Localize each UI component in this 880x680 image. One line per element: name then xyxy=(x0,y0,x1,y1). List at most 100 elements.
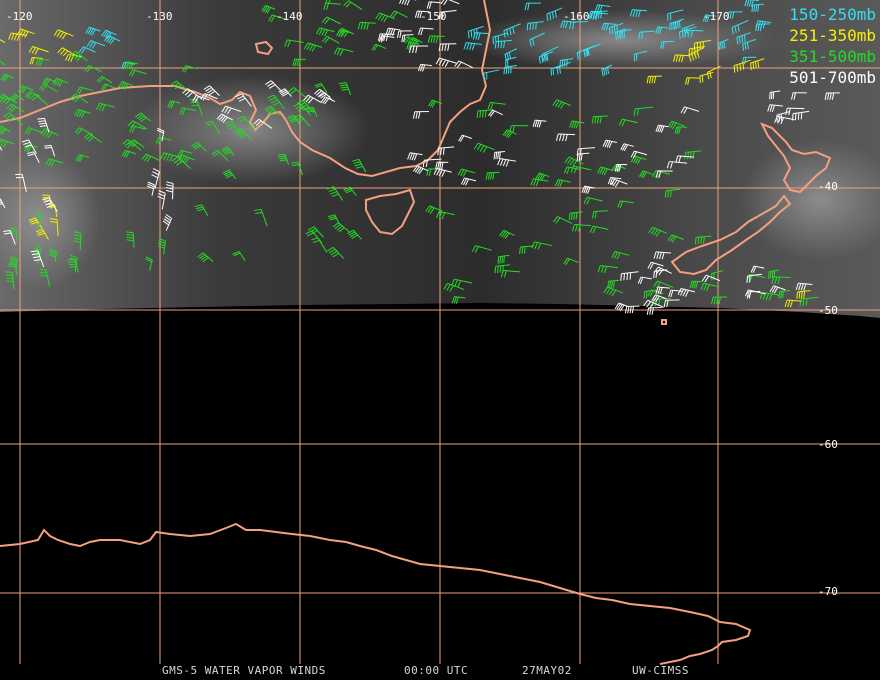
wind-barb xyxy=(668,289,683,298)
wind-barb xyxy=(524,2,541,11)
wind-barb xyxy=(433,167,452,177)
wind-barb xyxy=(203,85,220,97)
wind-barb xyxy=(182,65,198,73)
wind-barb xyxy=(620,271,639,281)
wind-barb xyxy=(357,21,376,30)
wind-barb xyxy=(118,81,134,90)
wind-barb xyxy=(375,12,395,23)
wind-barb xyxy=(29,57,43,65)
wind-barb xyxy=(646,75,662,84)
wind-barb xyxy=(694,235,712,245)
wind-barb xyxy=(73,231,82,251)
wind-barb xyxy=(647,261,664,270)
wind-barb xyxy=(673,18,684,30)
wind-barb xyxy=(487,101,506,110)
wind-barb xyxy=(69,93,88,104)
coastline xyxy=(661,319,667,325)
wind-barb xyxy=(337,27,355,38)
wind-barb xyxy=(126,231,135,248)
wind-barb xyxy=(304,42,323,52)
wind-barb xyxy=(796,290,811,299)
wind-barb xyxy=(233,127,253,140)
wind-barb xyxy=(535,172,550,182)
wind-barb xyxy=(121,149,137,158)
wind-barb xyxy=(443,282,465,292)
wind-barb xyxy=(451,296,466,304)
product-name: GMS-5 WATER VAPOR WINDS xyxy=(162,664,326,677)
coastline xyxy=(0,522,752,665)
wind-barb xyxy=(711,296,727,305)
wind-barb xyxy=(576,152,590,161)
wind-barb xyxy=(750,265,765,273)
wind-barb xyxy=(6,103,25,113)
wind-barb xyxy=(435,211,455,220)
wind-barb xyxy=(316,27,335,37)
wind-barb xyxy=(120,61,136,70)
wind-barb xyxy=(563,166,582,175)
wind-barb xyxy=(28,217,43,229)
wind-barb xyxy=(755,23,770,32)
wind-barb xyxy=(48,248,57,262)
wind-barb xyxy=(503,23,521,38)
wind-barb xyxy=(617,200,634,208)
wind-barb xyxy=(476,109,494,118)
wind-barb xyxy=(322,35,340,44)
wind-barb xyxy=(314,82,328,93)
wind-barb xyxy=(559,58,574,68)
wind-barb xyxy=(428,99,443,108)
wind-barb xyxy=(497,158,517,167)
wind-barb xyxy=(9,93,25,102)
wind-barb xyxy=(678,26,697,40)
wind-barb xyxy=(237,115,255,131)
wind-barb xyxy=(589,225,609,234)
wind-barb xyxy=(291,161,304,176)
wind-barb xyxy=(39,269,51,287)
wind-barb xyxy=(655,170,673,178)
legend-entry: 150-250mb xyxy=(789,5,876,24)
wind-barb xyxy=(633,50,648,62)
wind-barb xyxy=(16,28,35,38)
wind-barb xyxy=(307,226,324,238)
wind-barb xyxy=(603,286,624,297)
wind-barb xyxy=(264,105,281,116)
legend-entry: 351-500mb xyxy=(789,47,876,66)
wind-barb xyxy=(648,226,668,237)
wind-barb xyxy=(8,32,28,41)
wind-barb xyxy=(471,245,492,253)
wind-barb xyxy=(647,289,664,297)
wind-barb xyxy=(145,256,153,271)
wind-barb xyxy=(792,110,810,121)
wind-barb xyxy=(655,286,670,295)
wind-barb xyxy=(191,141,207,152)
wind-barb xyxy=(454,60,474,69)
wind-barb xyxy=(624,305,640,314)
wind-barb xyxy=(555,133,576,142)
wind-barb xyxy=(667,9,684,21)
wind-barb xyxy=(78,46,96,54)
date-label: 27MAY02 xyxy=(522,664,572,677)
wind-barb xyxy=(24,127,44,135)
wind-barb xyxy=(84,65,102,73)
wind-barb xyxy=(731,20,749,35)
wind-barb xyxy=(182,88,203,100)
wind-barb xyxy=(35,229,49,240)
wind-barb xyxy=(607,279,620,289)
wind-barb xyxy=(253,118,273,129)
wind-barb xyxy=(85,26,101,36)
wind-barb xyxy=(618,118,638,127)
wind-barb xyxy=(638,30,656,40)
wind-barb xyxy=(564,156,584,167)
wind-barb xyxy=(9,256,18,270)
wind-barb xyxy=(399,0,417,6)
wind-barb xyxy=(205,120,221,135)
wind-barb xyxy=(583,196,603,205)
wind-barb xyxy=(211,150,229,161)
wind-barb xyxy=(667,120,685,130)
wind-barb xyxy=(224,120,243,136)
wind-barb xyxy=(303,94,322,104)
wind-barb xyxy=(265,80,283,93)
wind-barb xyxy=(602,139,618,149)
wind-barb xyxy=(546,7,563,22)
wind-barb xyxy=(8,263,18,276)
wind-barb xyxy=(552,99,572,109)
